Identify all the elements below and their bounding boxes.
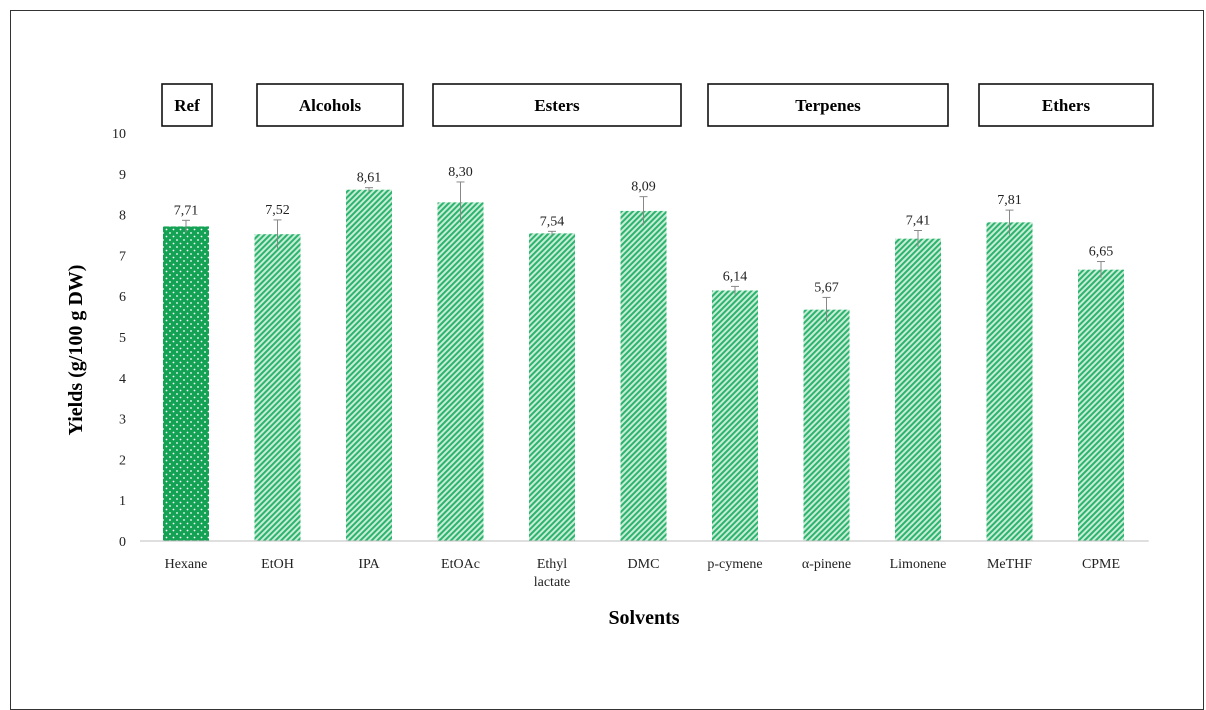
y-tick-label: 3 bbox=[119, 413, 126, 428]
bars: 7,71 7,52 8,61 8,30 7,54 8,09 6,14 5,67 7,41 7,81… bbox=[163, 165, 1124, 542]
x-tick-label: p-cymene bbox=[707, 557, 762, 572]
bar bbox=[620, 210, 667, 542]
data-label: 8,30 bbox=[448, 165, 473, 180]
y-tick-label: 2 bbox=[119, 453, 126, 468]
error-bar bbox=[639, 196, 648, 226]
bar bbox=[254, 234, 301, 541]
data-label: 6,65 bbox=[1089, 245, 1114, 260]
x-tick-label: MeTHF bbox=[987, 557, 1032, 572]
error-bar bbox=[182, 219, 190, 233]
group-header: Ethers bbox=[978, 83, 1154, 127]
bar bbox=[437, 202, 484, 542]
group-header: Alcohols bbox=[256, 83, 404, 127]
x-tick-label: EtOAc bbox=[441, 557, 480, 572]
group-label: Ethers bbox=[1042, 96, 1091, 115]
x-axis: Hexane EtOH IPA EtOAc Ethyl lactate DMC p-cymen… bbox=[140, 540, 1149, 590]
bar bbox=[163, 226, 209, 541]
error-bar bbox=[365, 187, 373, 192]
y-tick-label: 9 bbox=[119, 168, 126, 183]
group-header: Ref bbox=[161, 83, 213, 127]
y-axis: 0 1 2 3 4 5 6 7 8 9 10 bbox=[112, 127, 126, 550]
x-tick-label: CPME bbox=[1082, 557, 1120, 572]
x-tick-label: lactate bbox=[534, 575, 571, 590]
y-tick-label: 4 bbox=[119, 372, 126, 387]
group-header: Terpenes bbox=[707, 83, 949, 127]
bar bbox=[1078, 269, 1124, 541]
y-tick-label: 8 bbox=[119, 209, 126, 224]
bar bbox=[986, 222, 1033, 542]
data-label: 8,61 bbox=[357, 171, 382, 186]
group-label: Alcohols bbox=[299, 96, 362, 115]
error-bar bbox=[456, 181, 465, 223]
y-tick-label: 10 bbox=[112, 127, 126, 142]
x-tick-label: EtOH bbox=[261, 557, 294, 572]
data-label: 7,71 bbox=[174, 203, 199, 218]
x-tick-label: DMC bbox=[628, 557, 660, 572]
bar bbox=[895, 238, 941, 541]
data-label: 5,67 bbox=[814, 280, 839, 295]
error-bar bbox=[1005, 209, 1014, 235]
bar bbox=[346, 189, 392, 541]
x-tick-label: Hexane bbox=[165, 557, 208, 572]
x-axis-title: Solvents bbox=[608, 607, 679, 629]
y-tick-label: 6 bbox=[119, 290, 126, 305]
group-label: Terpenes bbox=[795, 96, 861, 115]
data-label: 7,54 bbox=[540, 214, 565, 229]
bar bbox=[712, 290, 758, 541]
group-label: Ref bbox=[174, 96, 200, 115]
data-label: 8,09 bbox=[631, 180, 656, 195]
error-bar bbox=[548, 230, 556, 236]
error-bar bbox=[822, 296, 831, 322]
error-bar bbox=[731, 285, 739, 295]
group-labels: Ref Alcohols Esters Terpenes Ethers bbox=[161, 83, 1154, 127]
group-label: Esters bbox=[534, 96, 580, 115]
x-tick-label: α-pinene bbox=[802, 557, 851, 572]
data-label: 7,41 bbox=[906, 214, 931, 229]
y-tick-label: 1 bbox=[119, 494, 126, 509]
y-axis-title: Yields (g/100 g DW) bbox=[65, 265, 87, 436]
data-label: 7,52 bbox=[265, 203, 290, 218]
bar-chart: Ref Alcohols Esters Terpenes Ethers 0 1 2 3 4 5 6 7… bbox=[65, 83, 1154, 629]
bar bbox=[803, 309, 850, 541]
error-bar bbox=[273, 219, 282, 249]
y-tick-label: 5 bbox=[119, 331, 126, 346]
data-label: 6,14 bbox=[723, 269, 748, 284]
x-tick-label: IPA bbox=[358, 557, 380, 572]
x-tick-label: Limonene bbox=[890, 557, 947, 572]
group-header: Esters bbox=[432, 83, 682, 127]
error-bar bbox=[914, 230, 922, 247]
data-label: 7,81 bbox=[997, 193, 1022, 208]
y-tick-label: 7 bbox=[119, 249, 126, 264]
y-tick-label: 0 bbox=[119, 535, 126, 550]
bar bbox=[529, 233, 575, 542]
error-bar bbox=[1097, 261, 1105, 278]
x-tick-label: Ethyl bbox=[537, 557, 567, 572]
